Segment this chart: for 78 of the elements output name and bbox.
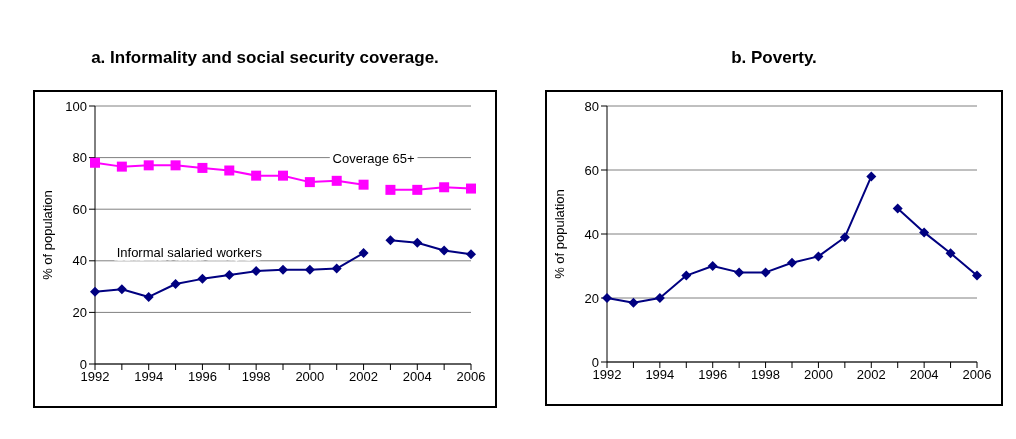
- point: [839, 232, 850, 243]
- point: [116, 161, 127, 172]
- point: [892, 203, 903, 214]
- point: [170, 279, 181, 290]
- point: [304, 177, 315, 188]
- point: [760, 267, 771, 278]
- point: [412, 184, 423, 195]
- x-tick-label: 1998: [751, 367, 781, 383]
- point: [331, 175, 342, 186]
- point: [143, 160, 154, 171]
- y-tick-label: 80: [72, 150, 87, 166]
- x-tick-label: 2004: [909, 367, 939, 383]
- x-tick-label: 2004: [402, 369, 432, 385]
- point: [439, 245, 450, 256]
- point: [358, 248, 369, 259]
- point: [466, 183, 476, 194]
- point: [116, 284, 127, 295]
- point: [654, 293, 665, 303]
- point: [602, 293, 612, 303]
- y-tick-label: 100: [65, 98, 87, 114]
- point: [866, 171, 877, 182]
- x-tick-label: 2002: [856, 367, 886, 383]
- point: [143, 291, 154, 302]
- point: [787, 257, 797, 268]
- point: [224, 269, 235, 280]
- point: [385, 235, 396, 246]
- point: [466, 249, 476, 260]
- point: [278, 264, 288, 275]
- y-tick-label: 20: [584, 290, 599, 306]
- point: [224, 165, 235, 176]
- x-tick-label: 2000: [803, 367, 833, 383]
- point: [972, 270, 982, 281]
- x-tick-label: 1998: [241, 369, 271, 385]
- point: [251, 170, 262, 181]
- point: [304, 264, 315, 275]
- point: [628, 297, 639, 308]
- series-label: Informal salaried workers: [116, 244, 263, 260]
- y-axis-title: % of population: [551, 189, 567, 279]
- y-tick-label: 60: [584, 162, 599, 178]
- x-tick-label: 1992: [592, 367, 622, 383]
- point: [197, 273, 208, 284]
- point: [197, 162, 208, 173]
- point: [412, 237, 423, 248]
- x-tick-label: 1996: [698, 367, 728, 383]
- point: [331, 263, 342, 274]
- point: [90, 286, 100, 297]
- point: [919, 227, 930, 238]
- point: [734, 267, 745, 278]
- y-tick-label: 40: [584, 226, 599, 242]
- x-tick-label: 2002: [349, 369, 379, 385]
- point: [813, 251, 824, 262]
- x-tick-label: 2000: [295, 369, 325, 385]
- x-tick-label: 1992: [80, 369, 110, 385]
- chart-title: b. Poverty.: [730, 48, 818, 68]
- point: [90, 157, 100, 168]
- x-tick-label: 1994: [645, 367, 675, 383]
- x-tick-label: 2006: [962, 367, 992, 383]
- point: [358, 179, 369, 190]
- y-axis-title: % of population: [39, 190, 55, 280]
- point: [945, 248, 956, 259]
- point: [251, 266, 262, 277]
- point: [707, 261, 718, 271]
- y-tick-label: 0: [591, 354, 599, 370]
- x-tick-label: 1994: [134, 369, 164, 385]
- y-tick-label: 80: [584, 98, 599, 114]
- y-tick-label: 20: [72, 305, 87, 321]
- point: [170, 160, 181, 171]
- point: [385, 184, 396, 195]
- point: [681, 270, 692, 281]
- y-tick-label: 60: [72, 201, 87, 217]
- y-tick-label: 40: [72, 253, 87, 269]
- x-tick-label: 1996: [187, 369, 217, 385]
- y-tick-label: 0: [79, 356, 87, 372]
- point: [278, 170, 288, 181]
- point: [439, 182, 450, 193]
- chart-title: a. Informality and social security coverage.: [90, 48, 440, 68]
- x-tick-label: 2006: [456, 369, 486, 385]
- series-label: Coverage 65+: [332, 150, 415, 166]
